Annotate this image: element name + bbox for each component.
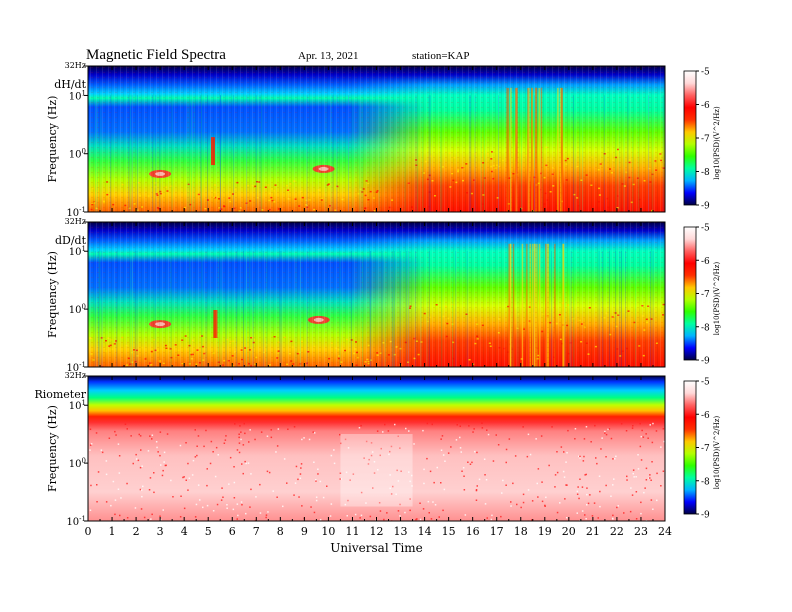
colorbar-tick-label: -5 xyxy=(701,378,710,388)
figure-title: Magnetic Field Spectra xyxy=(86,47,226,63)
x-tick-label: 6 xyxy=(229,525,236,538)
heatmap-2 xyxy=(88,222,665,367)
colorbar-3: -5 -6 -7 -8 -9 log10(PSD)(V^2/Hz) xyxy=(683,378,721,521)
x-tick-label: 0 xyxy=(85,525,92,538)
y-tick-label: 10-1 xyxy=(66,206,86,219)
x-tick-label: 10 xyxy=(321,525,335,538)
heatmap-1 xyxy=(88,66,665,212)
x-tick-label: 21 xyxy=(586,525,600,538)
y-tick-label: 10-1 xyxy=(66,515,86,528)
x-axis-label: Universal Time xyxy=(330,541,423,555)
bright-zone xyxy=(340,434,413,507)
colorbar-tick-label: -5 xyxy=(701,224,710,234)
colorbar-bar xyxy=(683,70,697,206)
x-tick-label: 9 xyxy=(301,525,308,538)
panel-label: dD/dt xyxy=(55,234,87,247)
x-tick-label: 8 xyxy=(277,525,284,538)
x-tick-label: 23 xyxy=(634,525,648,538)
colorbar-tick-label: -7 xyxy=(701,135,710,145)
colorbar-tick-label: -6 xyxy=(701,411,710,421)
x-tick-label: 2 xyxy=(133,525,140,538)
y-tick-label: 100 xyxy=(69,148,86,161)
y-axis-label: Frequency (Hz) xyxy=(46,96,59,183)
y-tick-label: 100 xyxy=(69,457,86,470)
y-axis-label: Frequency (Hz) xyxy=(46,251,59,338)
colorbar-2: -5 -6 -7 -8 -9 log10(PSD)(V^2/Hz) xyxy=(683,224,721,367)
x-tick-label: 24 xyxy=(658,525,672,538)
x-tick-label: 1 xyxy=(109,525,116,538)
colorbar-label: log10(PSD)(V^2/Hz) xyxy=(713,106,721,180)
heatmap-3 xyxy=(88,376,665,521)
y-tick-label: 101 xyxy=(69,399,86,412)
colorbar-tick-label: -7 xyxy=(701,444,710,454)
x-tick-label: 14 xyxy=(418,525,432,538)
y-tick-label-top: 32Hz xyxy=(65,217,86,226)
colorbar-1: -5 -6 -7 -8 -9 log10(PSD)(V^2/Hz) xyxy=(683,68,721,212)
y-tick-label-top: 32Hz xyxy=(65,61,86,70)
colorbar-tick-label: -6 xyxy=(701,101,710,111)
y-axis-label: Frequency (Hz) xyxy=(46,405,59,492)
x-tick-label: 17 xyxy=(490,525,504,538)
x-tick-label: 19 xyxy=(538,525,552,538)
date-label: Apr. 13, 2021 xyxy=(298,50,359,62)
x-tick-label: 22 xyxy=(610,525,624,538)
y-tick-label: 101 xyxy=(69,89,86,102)
x-tick-label: 13 xyxy=(394,525,408,538)
x-tick-label: 11 xyxy=(346,525,360,538)
panel-3: 32Hz 101 100 10-1 Riometer Frequency (Hz) -5 -6… xyxy=(34,371,721,528)
colorbar-tick-label: -6 xyxy=(701,257,710,267)
x-tick-label: 4 xyxy=(181,525,188,538)
colorbar-label: log10(PSD)(V^2/Hz) xyxy=(713,262,721,336)
x-tick-label: 15 xyxy=(442,525,456,538)
colorbar-tick-label: -8 xyxy=(701,477,710,487)
y-tick-label: 10-1 xyxy=(66,361,86,374)
y-tick-label-top: 32Hz xyxy=(65,371,86,380)
y-tick-label: 100 xyxy=(69,303,86,316)
colorbar-tick-label: -9 xyxy=(701,511,710,521)
panel-label: Riometer xyxy=(34,388,86,401)
x-tick-label: 3 xyxy=(157,525,164,538)
colorbar-tick-label: -9 xyxy=(701,202,710,212)
x-tick-label: 16 xyxy=(466,525,480,538)
panel-label: dH/dt xyxy=(54,78,86,91)
x-tick-label: 20 xyxy=(562,525,576,538)
colorbar-tick-label: -9 xyxy=(701,357,710,367)
colorbar-tick-label: -8 xyxy=(701,323,710,333)
x-tick-label: 12 xyxy=(370,525,384,538)
y-tick-label: 101 xyxy=(69,245,86,258)
x-tick-label: 18 xyxy=(514,525,528,538)
x-tick-label: 5 xyxy=(205,525,212,538)
colorbar-bar xyxy=(683,380,697,515)
x-axis: 0 1 2 3 4 5 6 7 8 9 10 11 12 13 14 15 16 17 18 19 20 21 22 23 24… xyxy=(85,525,673,555)
colorbar-tick-label: -7 xyxy=(701,290,710,300)
colorbar-bar xyxy=(683,226,697,361)
station-label: station=KAP xyxy=(412,50,470,62)
x-tick-label: 7 xyxy=(253,525,260,538)
colorbar-tick-label: -5 xyxy=(701,68,710,78)
colorbar-tick-label: -8 xyxy=(701,168,710,178)
colorbar-label: log10(PSD)(V^2/Hz) xyxy=(713,416,721,490)
